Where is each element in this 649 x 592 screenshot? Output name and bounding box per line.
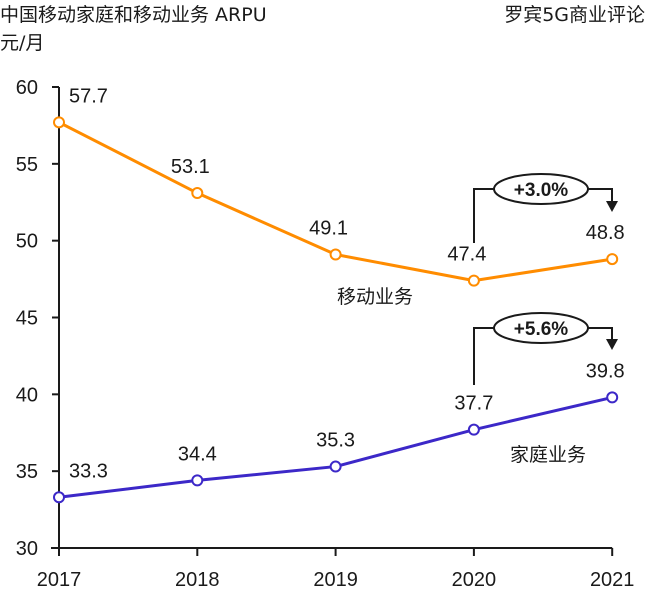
x-tick-label: 2021 [590, 569, 635, 591]
annotation-bracket-left [473, 188, 496, 243]
annotation-ellipse [493, 312, 589, 344]
data-point [329, 248, 342, 261]
data-label: 57.7 [69, 85, 108, 107]
y-tick-label: 40 [16, 384, 38, 406]
data-point [53, 116, 65, 129]
data-label: 39.8 [586, 360, 625, 382]
annotation-bracket-right [586, 327, 613, 340]
annotation-label: +5.6% [514, 319, 569, 340]
data-point [467, 423, 480, 436]
annotation-arrow-icon [606, 201, 618, 212]
y-tick-label: 55 [16, 154, 38, 176]
annotation-bracket-left [473, 327, 496, 385]
data-point [191, 187, 204, 200]
data-label: 47.4 [447, 244, 486, 266]
x-tick-label: 2018 [175, 569, 220, 591]
data-label: 53.1 [171, 156, 210, 178]
data-point [53, 491, 65, 504]
annotation-ellipse [493, 173, 589, 205]
data-label: 35.3 [316, 430, 355, 452]
x-tick-label: 2019 [313, 569, 358, 591]
chart-title: 中国移动家庭和移动业务 ARPU [0, 4, 267, 26]
y-tick-label: 30 [16, 538, 38, 560]
data-label: 37.7 [454, 393, 493, 415]
series-label-mobile: 移动业务 [337, 286, 413, 308]
y-axis-unit: 元/月 [0, 32, 45, 54]
data-label: 33.3 [69, 460, 108, 482]
data-point [467, 274, 480, 287]
y-tick-label: 60 [16, 77, 38, 99]
y-tick-label: 45 [16, 308, 38, 330]
annotation-bracket-right [586, 188, 613, 202]
x-tick-label: 2020 [452, 569, 497, 591]
data-label: 48.8 [586, 222, 625, 244]
annotation-label: +3.0% [514, 180, 569, 201]
annotation-arrow-icon [606, 339, 618, 350]
data-label: 34.4 [178, 443, 217, 465]
data-point [606, 253, 619, 266]
data-point [329, 460, 342, 473]
data-point [606, 391, 619, 404]
source-label: 罗宾5G商业评论 [504, 4, 645, 26]
data-point [191, 474, 204, 487]
data-label: 49.1 [309, 217, 348, 239]
series-label-home: 家庭业务 [510, 444, 586, 466]
y-tick-label: 50 [16, 231, 38, 253]
y-tick-label: 35 [16, 461, 38, 483]
x-tick-label: 2017 [37, 569, 82, 591]
